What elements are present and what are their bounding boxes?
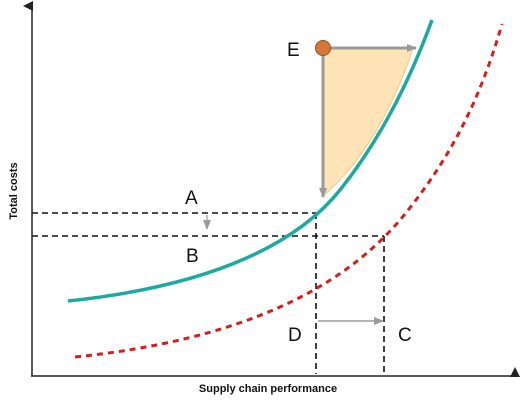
- point-e-marker: [315, 40, 331, 56]
- label-point-b: B: [186, 246, 199, 267]
- label-point-a: A: [185, 188, 198, 209]
- y-axis-title: Total costs: [8, 162, 20, 219]
- label-point-d: D: [288, 325, 302, 346]
- shaded-cost-gap-region: [322, 47, 414, 198]
- x-axis-title: Supply chain performance: [199, 383, 337, 395]
- improved-cost-curve: [74, 23, 504, 359]
- label-point-e: E: [287, 40, 300, 61]
- current-cost-curve: [67, 19, 434, 303]
- label-point-c: C: [398, 325, 412, 346]
